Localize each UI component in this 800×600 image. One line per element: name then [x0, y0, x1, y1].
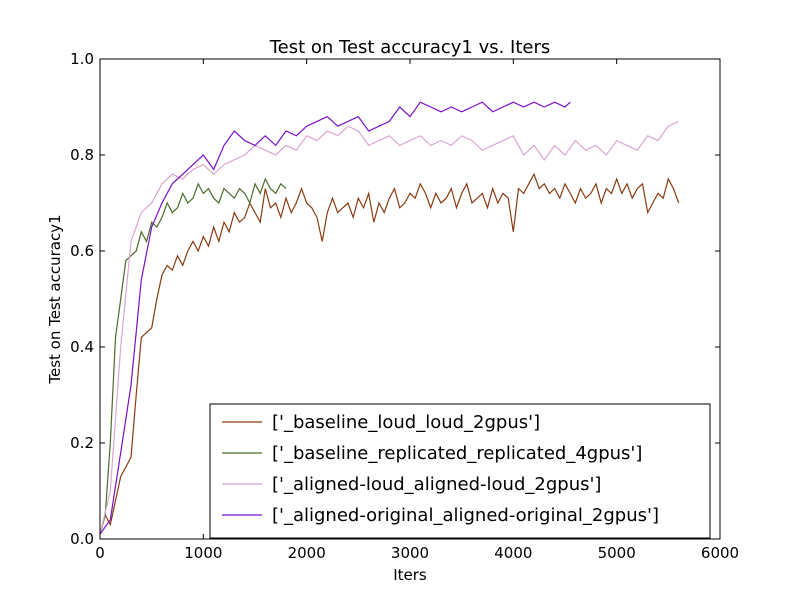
series-line-3	[99, 120, 679, 535]
y-tick-label: 0.4	[70, 338, 94, 356]
x-tick-label: 1000	[184, 544, 222, 562]
axes: 0 1000 2000 3000 4000 5000 6000 0.0 0.2 0.4 0.6 0.8…	[70, 50, 739, 562]
chart-title: Test on Test accuracy1 vs. Iters	[269, 37, 551, 58]
y-tick-label: 0.6	[70, 242, 94, 260]
x-tick-label: 5000	[598, 544, 636, 562]
y-axis-label: Test on Test accuracy1	[46, 214, 64, 384]
series-line-1	[99, 172, 680, 535]
x-tick-label: 2000	[288, 544, 326, 562]
y-tick-label: 1.0	[70, 50, 94, 68]
series-line-2	[99, 177, 287, 535]
legend-label: ['_aligned-loud_aligned-loud_2gpus']	[272, 474, 601, 495]
x-tick-label: 6000	[701, 544, 739, 562]
x-tick-label: 0	[95, 544, 105, 562]
legend-box	[209, 403, 711, 539]
legend-label: ['_baseline_loud_loud_2gpus']	[272, 412, 540, 433]
y-tick-label: 0.0	[70, 530, 94, 548]
legend-label: ['_aligned-original_aligned-original_2gp…	[272, 505, 659, 526]
y-tick-label: 0.2	[70, 434, 94, 452]
legend-label: ['_baseline_replicated_replicated_4gpus'…	[272, 443, 642, 464]
x-tick-label: 4000	[494, 544, 532, 562]
x-axis-label: Iters	[393, 566, 427, 584]
legend: ['_baseline_loud_loud_2gpus'] ['_baseline…	[209, 403, 711, 539]
x-tick-label: 3000	[391, 544, 429, 562]
series-line-4	[99, 101, 571, 535]
plot-lines	[99, 101, 680, 535]
y-tick-label: 0.8	[70, 146, 94, 164]
